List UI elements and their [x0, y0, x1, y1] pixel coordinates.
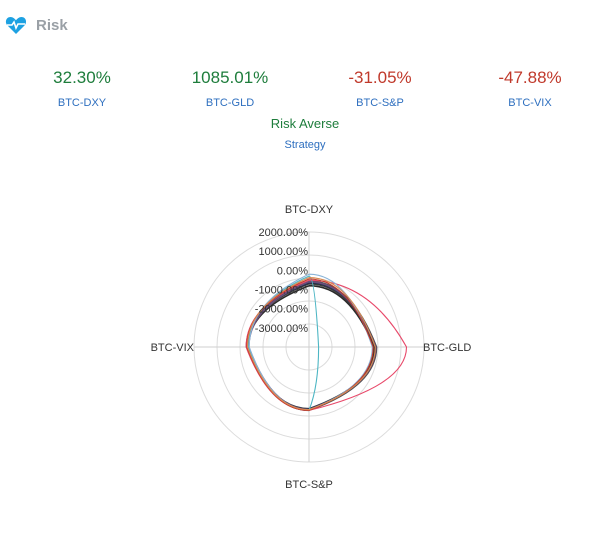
radial-tick-label-5: -3000.00%	[255, 323, 308, 335]
metric-btc-gld: 1085.01% BTC-GLD	[160, 68, 300, 109]
metric-btc-vix: -47.88% BTC-VIX	[460, 68, 600, 109]
radar-grid	[193, 231, 425, 463]
radar-tick-layer: 2000.00% 1000.00% 0.00% -1000.00% -2000.00% -…	[255, 227, 308, 335]
metric-label: BTC-DXY	[57, 97, 107, 109]
radar-series-2	[245, 281, 377, 410]
radar-series-9	[246, 277, 376, 411]
radial-tick-label-0: 2000.00%	[258, 227, 308, 239]
metric-value: -47.88%	[498, 68, 562, 87]
radar-series-3	[246, 280, 378, 412]
metric-label: BTC-GLD	[205, 97, 255, 109]
radar-series-8	[246, 278, 374, 411]
strategy-block: Risk Averse Strategy	[0, 116, 610, 151]
radial-tick-label-1: 1000.00%	[258, 246, 308, 258]
metric-btc-dxy: 32.30% BTC-DXY	[12, 68, 152, 109]
radar-series-layer	[245, 273, 408, 412]
radial-tick-label-4: -2000.00%	[255, 304, 308, 316]
metric-label: BTC-VIX	[508, 97, 552, 109]
metric-value: 32.30%	[53, 68, 111, 87]
radial-tick-label-2: 0.00%	[277, 265, 308, 277]
page-header: Risk	[4, 10, 68, 40]
heart-pulse-icon	[5, 17, 27, 34]
axis-label-btc-sp: BTC-S&P	[285, 479, 333, 491]
strategy-value: Risk Averse	[270, 116, 340, 131]
strategy-label: Strategy	[284, 139, 326, 151]
axis-label-btc-vix: BTC-VIX	[151, 342, 195, 354]
page-title: Risk	[36, 16, 68, 34]
radial-tick-label-3: -1000.00%	[255, 285, 308, 297]
metric-value: -31.05%	[348, 68, 412, 87]
radar-chart: 2000.00% 1000.00% 0.00% -1000.00% -2000.00% -…	[151, 204, 472, 491]
radar-series-1	[246, 283, 376, 410]
metric-label: BTC-S&P	[356, 97, 404, 109]
axis-label-btc-dxy: BTC-DXY	[285, 204, 334, 216]
metric-btc-sp: -31.05% BTC-S&P	[310, 68, 450, 109]
axis-label-btc-gld: BTC-GLD	[423, 342, 471, 354]
metric-value: 1085.01%	[191, 68, 269, 87]
